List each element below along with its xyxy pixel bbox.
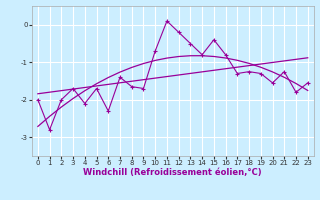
X-axis label: Windchill (Refroidissement éolien,°C): Windchill (Refroidissement éolien,°C): [84, 168, 262, 177]
